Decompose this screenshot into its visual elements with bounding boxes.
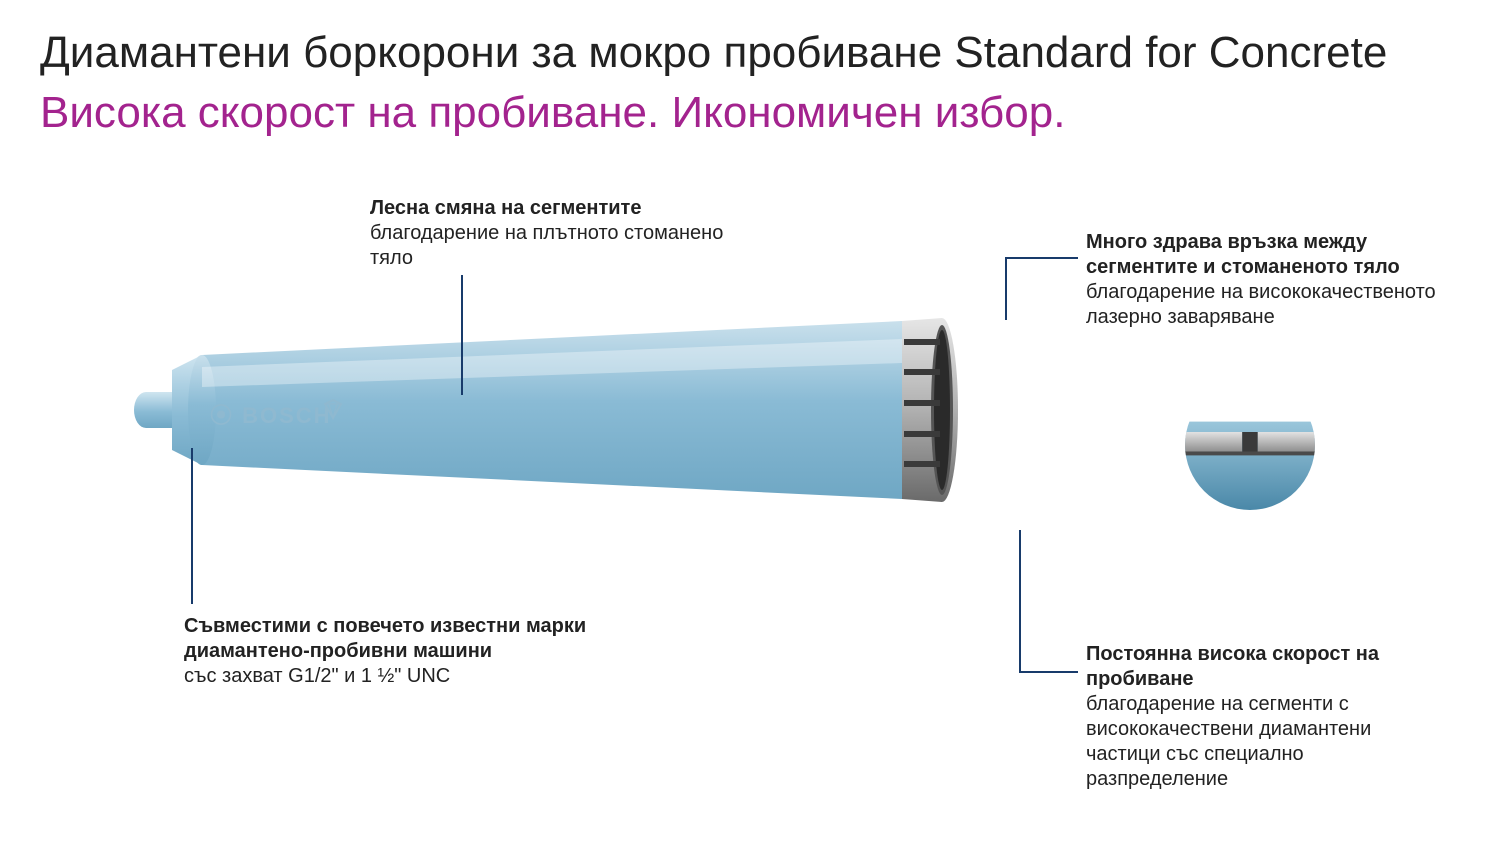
callout-text: благодарение на висококачественото лазер… [1086, 280, 1456, 330]
detail-inset [1185, 380, 1315, 510]
callout-bold: Лесна смяна на сегментите [370, 196, 740, 221]
callout-segments-change: Лесна смяна на сегментите благодарение н… [370, 196, 740, 271]
callout-laser-weld: Много здрава връзка между сегментите и с… [1086, 230, 1456, 330]
callout-drill-speed: Постоянна висока скорост на пробиване бл… [1086, 642, 1416, 792]
callout-text: благодарение на сегменти с висококачеств… [1086, 692, 1416, 792]
detail-inset-svg [1185, 380, 1315, 510]
callout-bold: Съвместими с повечето известни марки диа… [184, 614, 684, 664]
callout-compatibility: Съвместими с повечето известни марки диа… [184, 614, 684, 689]
callout-bold: Постоянна висока скорост на пробиване [1086, 642, 1416, 692]
callout-text: със захват G1/2" и 1 ½" UNC [184, 664, 684, 689]
infographic-page: Диамантени боркорони за мокро пробиване … [0, 0, 1500, 844]
callout-bold: Много здрава връзка между сегментите и с… [1086, 230, 1456, 280]
callout-text: благодарение на плътното стоманено тяло [370, 221, 740, 271]
leader-bottom-right [1020, 530, 1078, 672]
leader-top-right [1006, 258, 1078, 320]
